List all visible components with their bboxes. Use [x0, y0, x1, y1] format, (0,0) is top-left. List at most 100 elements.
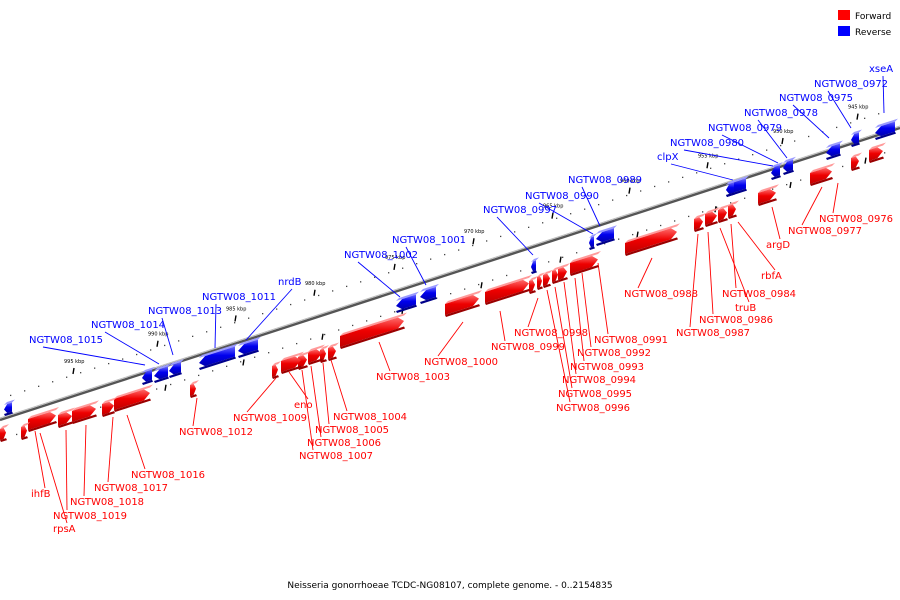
major-tick: [472, 238, 475, 245]
minor-tick-bottom: [198, 374, 200, 377]
gene-label-NGTW08_0972[interactable]: NGTW08_0972: [814, 79, 888, 90]
gene-label-NGTW08_1017[interactable]: NGTW08_1017: [94, 483, 168, 494]
minor-tick-top: [500, 235, 502, 238]
gene-label-NGTW08_0975[interactable]: NGTW08_0975: [779, 93, 853, 104]
gene-label-NGTW08_1018[interactable]: NGTW08_1018: [70, 497, 144, 508]
map-title: Neisseria gonorrhoeae TCDC-NG08107, comp…: [287, 581, 612, 591]
gene-label-NGTW08_0979[interactable]: NGTW08_0979: [708, 123, 782, 134]
gene-glyph-NGTW08_1019: [58, 407, 75, 428]
leader-clpX: [670, 163, 734, 181]
leader-NGTW08_1017: [107, 416, 114, 483]
leader-argD: [771, 206, 781, 240]
gene-label-NGTW08_0989[interactable]: NGTW08_0989: [568, 175, 642, 186]
leader-NGTW08_0994: [563, 281, 577, 375]
gene-label-NGTW08_1012[interactable]: NGTW08_1012: [179, 427, 253, 438]
gene-glyph-NGTW08_0979: [771, 162, 783, 180]
minor-tick-top: [766, 149, 768, 151]
tick-label: 965 kbp: [543, 204, 563, 210]
minor-tick-top: [542, 222, 544, 224]
gene-label-NGTW08_0992[interactable]: NGTW08_0992: [577, 348, 651, 359]
minor-tick-top: [486, 240, 488, 242]
leader-NGTW08_1009: [246, 377, 277, 413]
gene-label-NGTW08_0994[interactable]: NGTW08_0994: [562, 375, 636, 386]
gene-label-ihfB[interactable]: ihfB: [31, 489, 51, 500]
minor-tick-bottom: [338, 329, 340, 331]
gene-label-NGTW08_0997[interactable]: NGTW08_0997: [483, 205, 557, 216]
gene-glyph-argD: [810, 162, 835, 186]
gene-glyph-NGTW08_1017: [102, 397, 117, 417]
gene-label-NGTW08_0980[interactable]: NGTW08_0980: [670, 138, 744, 149]
gene-label-NGTW08_0984[interactable]: NGTW08_0984: [722, 289, 796, 300]
gene-glyph-NGTW08_1002: [396, 291, 419, 313]
gene-label-NGTW08_0998[interactable]: NGTW08_0998: [514, 328, 588, 339]
leader-NGTW08_1015: [42, 346, 146, 366]
gene-label-NGTW08_1009[interactable]: NGTW08_1009: [233, 413, 307, 424]
gene-label-NGTW08_1005[interactable]: NGTW08_1005: [315, 425, 389, 436]
gene-label-NGTW08_1000[interactable]: NGTW08_1000: [424, 357, 498, 368]
major-tick: [789, 181, 792, 189]
major-tick: [72, 367, 75, 375]
tick-label: 980 kbp: [305, 281, 325, 287]
gene-label-rpsA[interactable]: rpsA: [53, 524, 76, 535]
gene-glyph-NGTW08_1003: [328, 342, 339, 361]
minor-tick-top: [514, 231, 516, 233]
gene-label-NGTW08_0999[interactable]: NGTW08_0999: [491, 342, 565, 353]
gene-label-NGTW08_0995[interactable]: NGTW08_0995: [558, 389, 632, 400]
minor-tick-bottom: [254, 356, 256, 358]
minor-tick-bottom: [772, 188, 774, 190]
gene-label-NGTW08_0976[interactable]: NGTW08_0976: [819, 214, 893, 225]
minor-tick-bottom: [100, 406, 102, 408]
gene-label-NGTW08_0988[interactable]: NGTW08_0988: [624, 289, 698, 300]
leader-NGTW08_1013: [161, 317, 174, 356]
minor-tick-top: [696, 172, 698, 174]
minor-tick-bottom: [450, 293, 452, 295]
gene-label-argD[interactable]: argD: [766, 240, 790, 251]
gene-label-NGTW08_1019[interactable]: NGTW08_1019: [53, 511, 127, 522]
gene-label-NGTW08_1015[interactable]: NGTW08_1015: [29, 335, 103, 346]
gene-label-NGTW08_0993[interactable]: NGTW08_0993: [570, 362, 644, 373]
gene-label-nrdB[interactable]: nrdB: [278, 277, 302, 288]
gene-label-NGTW08_1011[interactable]: NGTW08_1011: [202, 292, 276, 303]
gene-label-NGTW08_0986[interactable]: NGTW08_0986: [699, 315, 773, 326]
minor-tick-top: [304, 299, 306, 301]
gene-label-NGTW08_1001[interactable]: NGTW08_1001: [392, 235, 466, 246]
gene-label-NGTW08_0991[interactable]: NGTW08_0991: [594, 335, 668, 346]
gene-label-NGTW08_1006[interactable]: NGTW08_1006: [307, 438, 381, 449]
gene-label-NGTW08_1004[interactable]: NGTW08_1004: [333, 412, 407, 423]
gene-label-NGTW08_1013[interactable]: NGTW08_1013: [148, 306, 222, 317]
gene-glyph-NGTW08_0990: [589, 233, 597, 250]
gene-label-NGTW08_1007[interactable]: NGTW08_1007: [299, 451, 373, 462]
gene-label-NGTW08_1002[interactable]: NGTW08_1002: [344, 250, 418, 261]
gene-glyph-NGTW08_0987: [694, 213, 706, 232]
gene-label-NGTW08_0987[interactable]: NGTW08_0987: [676, 328, 750, 339]
gene-label-truB[interactable]: truB: [735, 303, 756, 314]
gene-label-eno[interactable]: eno: [294, 400, 313, 411]
minor-tick-bottom: [618, 238, 620, 240]
gene-label-NGTW08_0990[interactable]: NGTW08_0990: [525, 191, 599, 202]
minor-tick-bottom: [548, 261, 550, 263]
minor-tick-bottom: [296, 342, 298, 345]
minor-tick-top: [626, 194, 628, 197]
tick-label: 985 kbp: [226, 306, 246, 312]
gene-label-clpX[interactable]: clpX: [657, 152, 679, 163]
leader-truB: [719, 227, 750, 303]
gene-label-NGTW08_0977[interactable]: NGTW08_0977: [788, 226, 862, 237]
minor-tick-top: [122, 358, 124, 360]
gene-label-NGTW08_0978[interactable]: NGTW08_0978: [744, 108, 818, 119]
minor-tick-top: [584, 208, 586, 210]
minor-tick-top: [864, 117, 866, 119]
gene-label-NGTW08_0996[interactable]: NGTW08_0996: [556, 403, 630, 414]
legend: Forward Reverse: [838, 10, 892, 38]
major-tick: [551, 212, 554, 219]
gene-label-NGTW08_1016[interactable]: NGTW08_1016: [131, 470, 205, 481]
minor-tick-top: [808, 135, 810, 138]
gene-label-NGTW08_1014[interactable]: NGTW08_1014: [91, 320, 165, 331]
leader-NGTW08_1019: [65, 429, 68, 511]
gene-glyph-NGTW08_1005: [308, 344, 325, 365]
leader-NGTW08_0979: [721, 134, 779, 164]
tick-label: 945 kbp: [848, 105, 868, 111]
gene-label-xseA[interactable]: xseA: [869, 64, 893, 75]
gene-label-NGTW08_1003[interactable]: NGTW08_1003: [376, 372, 450, 383]
gene-label-rbfA[interactable]: rbfA: [761, 271, 782, 282]
minor-tick-top: [556, 217, 558, 219]
